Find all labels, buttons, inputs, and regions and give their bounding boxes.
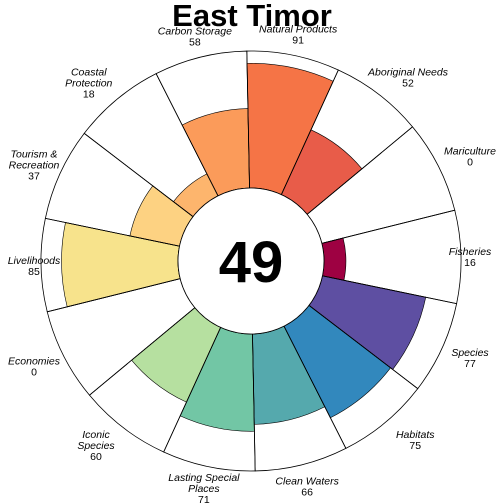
- petal-value: 0: [467, 157, 473, 169]
- petal-value: 71: [198, 494, 210, 504]
- petal-label-livelihoods: Livelihoods 85: [8, 255, 61, 278]
- petal-label-line: Species: [77, 440, 115, 452]
- petal-value: 52: [402, 77, 414, 89]
- petal-label-lasting-special-places: Lasting Special Places 71: [168, 472, 240, 504]
- petal-label-habitats: Habitats 75: [396, 429, 435, 452]
- center-disc: [177, 187, 325, 335]
- petal-label-line: Tourism &: [11, 149, 58, 161]
- petal-value: 0: [31, 366, 37, 378]
- petal-value: 18: [83, 89, 95, 101]
- petal-value: 91: [292, 34, 304, 46]
- petal-label-line: Carbon Storage: [158, 25, 232, 37]
- petal-label-line: Species: [451, 347, 489, 359]
- petal-label-tourism-and-recreation: Tourism & Recreation 37: [9, 149, 60, 183]
- petal-label-line: Habitats: [396, 429, 435, 441]
- chart-title: East Timor: [172, 0, 332, 33]
- petal-value: 85: [28, 266, 40, 278]
- petal-label-economies: Economies 0: [8, 355, 61, 378]
- petal-label-natural-products: Natural Products 91: [259, 23, 338, 46]
- petal-label-coastal-protection: Coastal Protection 18: [65, 67, 112, 101]
- petal-fisheries: [321, 237, 347, 281]
- petal-label-line: Fisheries: [449, 246, 492, 258]
- petal-label-carbon-storage: Carbon Storage 58: [158, 25, 232, 48]
- petal-label-line: Aboriginal Needs: [367, 66, 449, 78]
- petal-label-iconic-species: Iconic Species 60: [77, 429, 115, 463]
- petal-label-line: Clean Waters: [275, 476, 339, 488]
- petal-label-line: Protection: [65, 78, 112, 90]
- petal-label-line: Economies: [8, 355, 61, 367]
- petal-value: 66: [301, 487, 313, 499]
- petal-label-line: Places: [188, 483, 220, 495]
- petal-label-species: Species 77: [451, 347, 489, 370]
- petal-value: 37: [28, 171, 40, 183]
- petal-label-mariculture: Mariculture 0: [444, 146, 496, 169]
- petal-label-line: Lasting Special: [168, 472, 240, 484]
- petal-label-line: Recreation: [9, 160, 60, 172]
- petal-label-line: Iconic: [82, 429, 110, 441]
- petal-value: 77: [464, 358, 476, 370]
- petal-label-aboriginal-needs: Aboriginal Needs 52: [367, 66, 449, 89]
- petal-value: 60: [90, 451, 102, 463]
- petal-label-line: Natural Products: [259, 23, 338, 35]
- petal-label-line: Mariculture: [444, 146, 496, 158]
- petal-value: 75: [409, 440, 421, 452]
- petal-label-fisheries: Fisheries 16: [449, 246, 492, 269]
- petal-label-line: Livelihoods: [8, 255, 61, 267]
- petal-value: 58: [189, 36, 201, 48]
- petal-value: 16: [464, 257, 476, 269]
- petal-label-line: Coastal: [71, 67, 107, 79]
- petal-label-clean-waters: Clean Waters 66: [275, 476, 339, 499]
- center-score: 49: [219, 230, 284, 295]
